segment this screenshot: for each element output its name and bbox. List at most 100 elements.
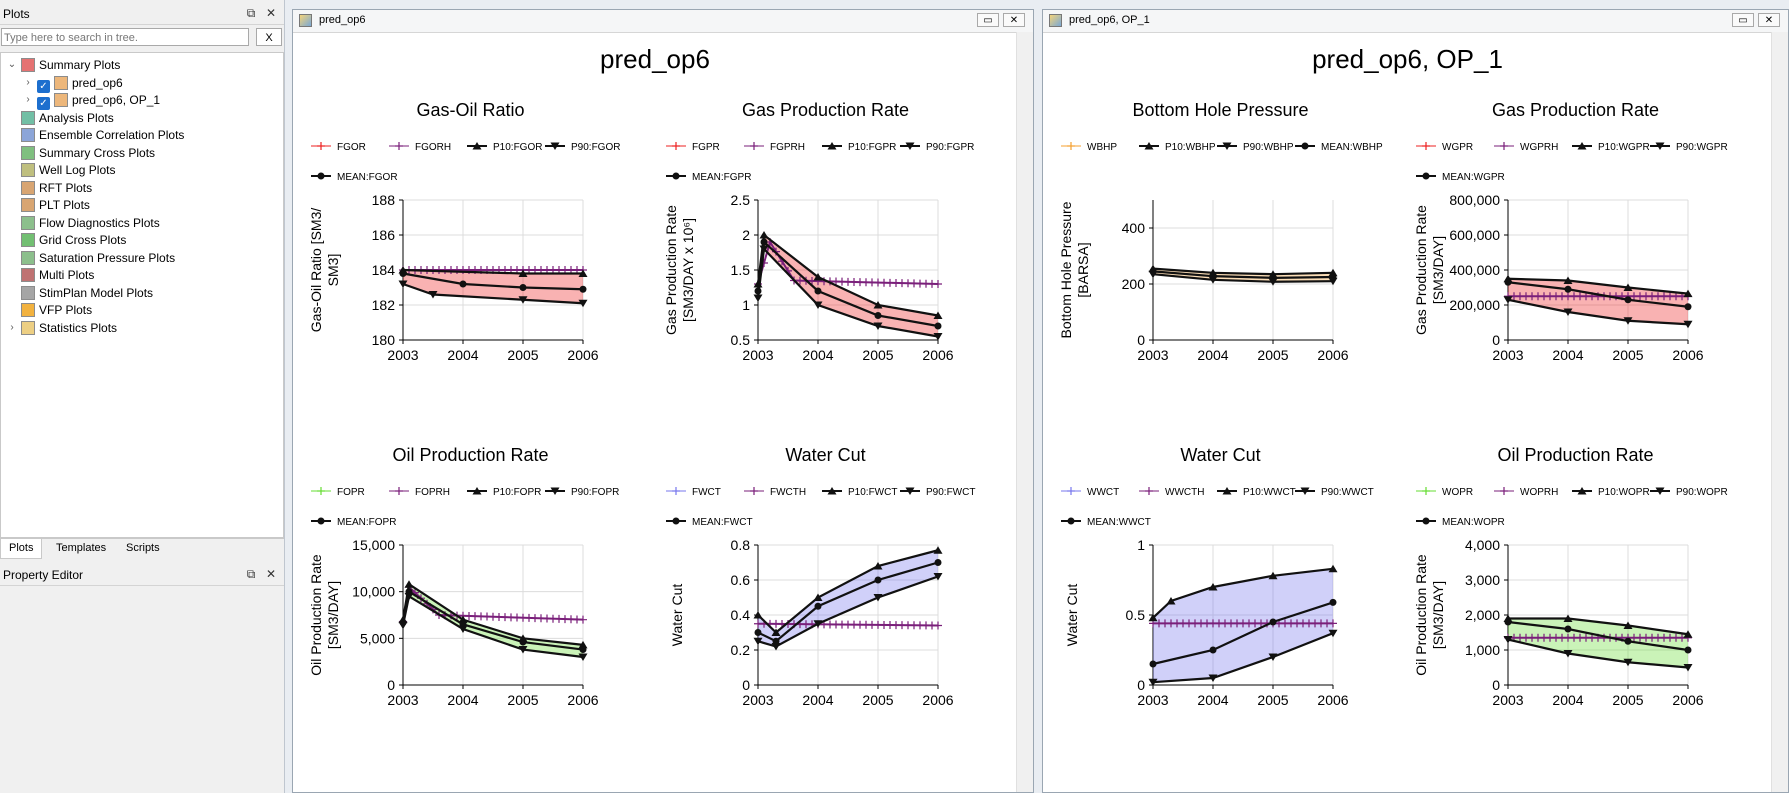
- x-tick-label: 2005: [1612, 692, 1643, 708]
- tree-item-vfp-plots[interactable]: VFP Plots: [21, 301, 92, 319]
- tree-item-well-log-plots[interactable]: Well Log Plots: [21, 161, 115, 179]
- rft-plot-icon: [21, 180, 35, 195]
- tab-plots[interactable]: Plots: [0, 539, 43, 559]
- series-marker: [459, 280, 467, 288]
- legend-marker: [1144, 142, 1154, 150]
- tree-item-ensemble-correlation-plots[interactable]: Ensemble Correlation Plots: [21, 126, 184, 144]
- legend-marker: [1655, 487, 1665, 495]
- expand-arrow-icon[interactable]: ›: [26, 76, 30, 88]
- y-tick-label: 400,000: [1449, 262, 1500, 278]
- legend-item-wgpr: WGPR: [1416, 142, 1473, 153]
- series-marker: [578, 299, 588, 308]
- legend-item-foprh: FOPRH: [389, 487, 450, 498]
- expand-arrow-icon[interactable]: ›: [26, 94, 30, 105]
- legend-item-p10-fgor: P10:FGOR: [467, 142, 542, 153]
- legend-item-mean-fopr: MEAN:FOPR: [311, 517, 396, 528]
- property-editor-panel: [0, 586, 284, 793]
- tree-item-saturation-pressure-plots[interactable]: Saturation Pressure Plots: [21, 249, 175, 267]
- property-editor-title: Property Editor: [3, 568, 84, 582]
- chart-title: Bottom Hole Pressure: [1132, 100, 1308, 120]
- legend-item-p10-wgpr: P10:WGPR: [1572, 142, 1650, 153]
- legend-item-fwct: FWCT: [666, 487, 721, 498]
- series-line: [1152, 632, 1334, 684]
- y-axis-label-line: [SM3/DAY]: [1430, 581, 1446, 649]
- series-fgprh: [754, 238, 942, 288]
- series-marker: [1623, 658, 1633, 667]
- close-dock-icon[interactable]: ✕: [265, 6, 277, 20]
- legend-marker: [905, 142, 915, 150]
- y-axis-label-line: Bottom Hole Pressure: [1058, 201, 1074, 338]
- series-p90-wbhp: [1148, 270, 1338, 286]
- float-dock-icon[interactable]: ⧉: [246, 6, 256, 20]
- ensemble-band: [758, 235, 938, 337]
- close-window-button[interactable]: ✕: [1758, 13, 1780, 27]
- tree-item-analysis-plots[interactable]: Analysis Plots: [21, 109, 114, 127]
- tree-item-pred-op6-op-1[interactable]: › ✓ pred_op6, OP_1: [26, 91, 160, 110]
- x-tick-label: 2004: [1552, 347, 1583, 363]
- y-tick-label: 1.5: [731, 262, 751, 278]
- checkbox[interactable]: ✓: [37, 79, 50, 93]
- tree-item-statistics-plots[interactable]: › Statistics Plots: [10, 319, 117, 337]
- x-tick-label: 2006: [1672, 692, 1703, 708]
- history-marker: [934, 280, 942, 288]
- vertical-scrollbar[interactable]: [1016, 32, 1033, 792]
- y-tick-label: 0.4: [731, 607, 751, 623]
- x-tick-label: 2005: [507, 692, 538, 708]
- y-tick-label: 2: [742, 227, 750, 243]
- vertical-scrollbar[interactable]: [1771, 32, 1788, 792]
- line-plot-icon: [54, 93, 68, 107]
- checkbox[interactable]: ✓: [37, 97, 50, 110]
- series-marker: [771, 643, 781, 651]
- tree-item-plt-plots[interactable]: PLT Plots: [21, 196, 90, 214]
- collapse-arrow-icon[interactable]: ⌄: [7, 59, 17, 70]
- restore-window-button[interactable]: ▭: [1732, 13, 1754, 27]
- clear-search-button[interactable]: X: [256, 28, 282, 46]
- chart-gas-production-rate: Gas Production Rate FGPR FGPRH P10:FGPR P90:…: [663, 100, 974, 363]
- legend-marker: [1422, 487, 1430, 495]
- legend-label: FGOR: [337, 142, 366, 153]
- y-axis-label: Gas-Oil Ratio [SM3/SM3]: [308, 208, 341, 333]
- y-axis-label-line: Water Cut: [1064, 584, 1080, 647]
- series-mean-wopr: [1504, 618, 1692, 654]
- series-marker: [1683, 664, 1693, 672]
- series-marker: [579, 285, 587, 293]
- legend-marker: [395, 487, 403, 495]
- chart-title: Gas-Oil Ratio: [416, 100, 524, 120]
- legend-item-wgprh: WGPRH: [1494, 142, 1558, 153]
- series-marker: [873, 594, 883, 602]
- tab-scripts[interactable]: Scripts: [126, 542, 160, 554]
- tree-search-input[interactable]: Type here to search in tree.: [1, 28, 249, 46]
- close-dock-icon[interactable]: ✕: [265, 567, 277, 581]
- close-window-button[interactable]: ✕: [1003, 13, 1025, 27]
- y-tick-label: 1,000: [1465, 642, 1500, 658]
- tree-item-pred-op6[interactable]: › ✓ pred_op6: [26, 74, 123, 93]
- x-tick-label: 2003: [1137, 347, 1168, 363]
- series-marker: [1148, 678, 1158, 687]
- legend-item-p90-fwct: P90:FWCT: [900, 487, 975, 498]
- tree-item-summary-plots[interactable]: ⌄ Summary Plots: [8, 56, 121, 74]
- y-tick-label: 0: [1137, 677, 1145, 693]
- tree-item-rft-plots[interactable]: RFT Plots: [21, 179, 92, 197]
- series-marker: [814, 602, 822, 610]
- legend-marker: [827, 142, 837, 150]
- series-p90-wopr: [1503, 636, 1693, 672]
- tab-templates[interactable]: Templates: [56, 542, 107, 554]
- tree-item-label: Summary Plots: [39, 58, 121, 72]
- series-marker: [1563, 614, 1573, 622]
- tree-item-stimplan-model-plots[interactable]: StimPlan Model Plots: [21, 284, 153, 302]
- y-axis-label-line: [SM3/DAY]: [325, 581, 341, 649]
- legend-label: WGPRH: [1520, 142, 1558, 153]
- y-tick-label: 4,000: [1465, 537, 1500, 553]
- expand-arrow-icon[interactable]: ›: [10, 321, 14, 333]
- tree-item-multi-plots[interactable]: Multi Plots: [21, 266, 94, 284]
- tree-item-summary-cross-plots[interactable]: Summary Cross Plots: [21, 144, 155, 162]
- float-dock-icon[interactable]: ⧉: [246, 567, 256, 581]
- legend-item-fgpr: FGPR: [666, 142, 720, 153]
- legend-label: MEAN:WWCT: [1087, 517, 1151, 528]
- series-marker: [933, 573, 943, 581]
- series-marker: [1503, 636, 1513, 644]
- tree-item-grid-cross-plots[interactable]: Grid Cross Plots: [21, 231, 126, 249]
- y-tick-label: 0.2: [731, 642, 751, 658]
- tree-item-flow-diagnostics-plots[interactable]: Flow Diagnostics Plots: [21, 214, 160, 232]
- restore-window-button[interactable]: ▭: [977, 13, 999, 27]
